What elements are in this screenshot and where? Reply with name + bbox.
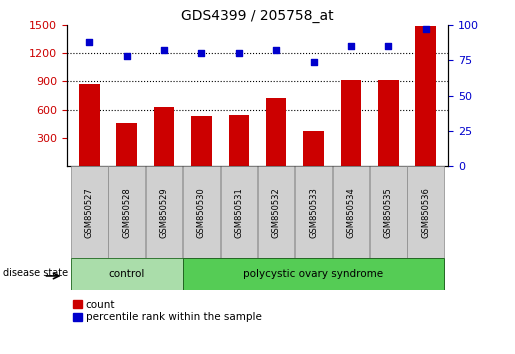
Bar	[154, 107, 175, 166]
Text: GSM850527: GSM850527	[85, 187, 94, 238]
Text: GSM850534: GSM850534	[347, 187, 355, 238]
Text: disease state: disease state	[3, 268, 67, 278]
Point	[384, 43, 392, 49]
Text: GDS4399 / 205758_at: GDS4399 / 205758_at	[181, 9, 334, 23]
Text: GSM850532: GSM850532	[272, 187, 281, 238]
Bar	[295, 166, 332, 258]
Bar	[378, 80, 399, 166]
Text: GSM850530: GSM850530	[197, 187, 206, 238]
Point	[123, 53, 131, 59]
Point	[421, 26, 430, 32]
Bar	[266, 98, 286, 166]
Bar	[340, 80, 361, 166]
Text: control: control	[109, 269, 145, 279]
Bar	[71, 258, 183, 290]
Point	[197, 50, 205, 56]
Bar	[220, 166, 257, 258]
Point	[160, 47, 168, 53]
Bar	[370, 166, 406, 258]
Point	[347, 43, 355, 49]
Point	[310, 59, 318, 64]
Bar	[183, 166, 220, 258]
Bar	[146, 166, 182, 258]
Bar	[71, 166, 108, 258]
Bar	[116, 123, 137, 166]
Point	[235, 50, 243, 56]
Legend: count, percentile rank within the sample: count, percentile rank within the sample	[72, 299, 263, 323]
Text: GSM850529: GSM850529	[160, 187, 168, 238]
Point	[272, 47, 280, 53]
Text: polycystic ovary syndrome: polycystic ovary syndrome	[244, 269, 384, 279]
Bar	[407, 166, 444, 258]
Bar	[416, 26, 436, 166]
Bar	[229, 115, 249, 166]
Bar	[191, 116, 212, 166]
Bar	[183, 258, 444, 290]
Text: GSM850533: GSM850533	[309, 187, 318, 238]
Text: GSM850536: GSM850536	[421, 187, 430, 238]
Bar	[109, 166, 145, 258]
Text: GSM850535: GSM850535	[384, 187, 393, 238]
Bar	[79, 84, 99, 166]
Bar	[333, 166, 369, 258]
Bar	[303, 131, 324, 166]
Text: GSM850528: GSM850528	[122, 187, 131, 238]
Bar	[258, 166, 295, 258]
Text: GSM850531: GSM850531	[234, 187, 243, 238]
Point	[85, 39, 94, 45]
